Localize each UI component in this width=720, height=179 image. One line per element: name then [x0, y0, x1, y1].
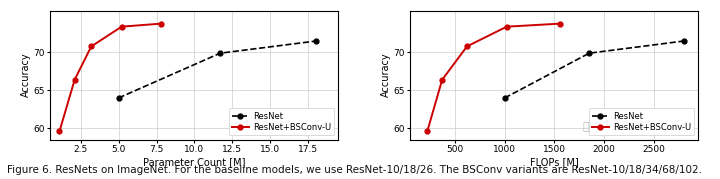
Line: ResNet: ResNet	[503, 39, 686, 100]
ResNet+BSConv-U	[117, 26, 126, 28]
ResNet+BSConv-U	[438, 79, 446, 81]
X-axis label: Parameter Count [M]: Parameter Count [M]	[143, 157, 246, 167]
ResNet+BSConv-U	[423, 130, 431, 132]
ResNet+BSConv-U	[503, 26, 511, 28]
Y-axis label: Accuracy: Accuracy	[381, 53, 390, 98]
Text: 知乎 @ZSS: 知乎 @ZSS	[583, 121, 633, 131]
Legend: ResNet, ResNet+BSConv-U: ResNet, ResNet+BSConv-U	[229, 108, 334, 136]
ResNet+BSConv-U	[87, 45, 96, 47]
Line: ResNet+BSConv-U: ResNet+BSConv-U	[57, 21, 163, 134]
ResNet	[500, 97, 509, 99]
ResNet	[585, 52, 593, 54]
ResNet+BSConv-U	[157, 23, 166, 25]
Line: ResNet: ResNet	[116, 39, 318, 100]
Line: ResNet+BSConv-U: ResNet+BSConv-U	[425, 21, 563, 134]
Text: Figure 6. ResNets on ImageNet. For the baseline models, we use ResNet-10/18/26. : Figure 6. ResNets on ImageNet. For the b…	[7, 165, 702, 175]
X-axis label: FLOPs [M]: FLOPs [M]	[530, 157, 579, 167]
Y-axis label: Accuracy: Accuracy	[21, 53, 30, 98]
ResNet+BSConv-U	[55, 130, 64, 132]
ResNet+BSConv-U	[556, 23, 564, 25]
ResNet+BSConv-U	[463, 45, 472, 47]
ResNet	[311, 40, 320, 42]
ResNet+BSConv-U	[71, 79, 79, 81]
Legend: ResNet, ResNet+BSConv-U: ResNet, ResNet+BSConv-U	[589, 108, 694, 136]
ResNet	[114, 97, 123, 99]
ResNet	[216, 52, 225, 54]
ResNet	[679, 40, 688, 42]
